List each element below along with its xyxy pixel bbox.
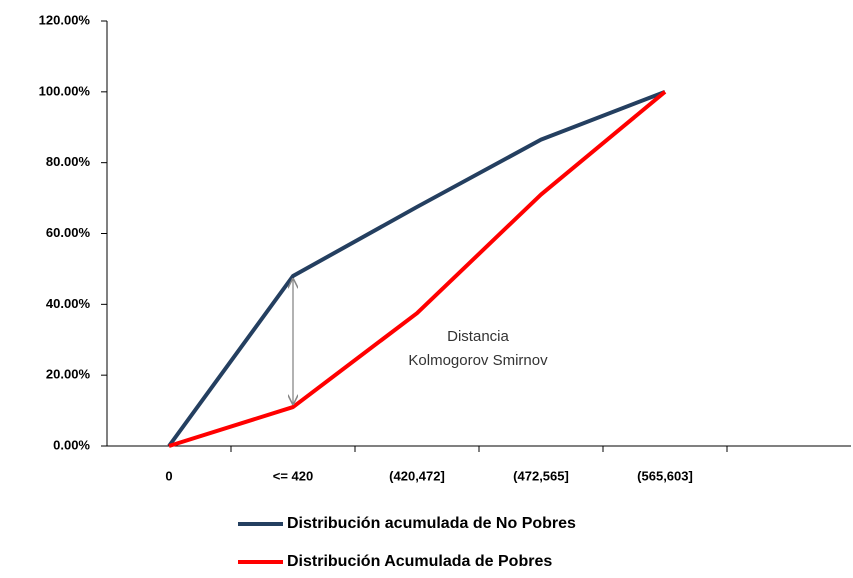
x-tick-label: (565,603] — [637, 468, 693, 483]
y-tick-label: 40.00% — [46, 296, 91, 311]
y-tick-label: 60.00% — [46, 225, 91, 240]
y-tick-label: 120.00% — [39, 12, 91, 27]
annotation: Distancia — [447, 328, 509, 345]
series-line — [168, 90, 667, 448]
annotation: Kolmogorov Smirnov — [408, 352, 548, 369]
x-tick-label: <= 420 — [273, 468, 314, 483]
x-tick-label: 0 — [165, 468, 172, 483]
legend-label: Distribución acumulada de No Pobres — [287, 515, 576, 532]
x-tick-label: (472,565] — [513, 468, 569, 483]
y-tick-label: 100.00% — [39, 83, 91, 98]
y-tick-label: 0.00% — [53, 437, 90, 452]
series-line — [167, 89, 666, 448]
y-tick-label: 20.00% — [46, 367, 91, 382]
legend-label: Distribución Acumulada de Pobres — [287, 553, 552, 570]
y-tick-label: 80.00% — [46, 154, 91, 169]
x-tick-label: (420,472] — [389, 468, 445, 483]
